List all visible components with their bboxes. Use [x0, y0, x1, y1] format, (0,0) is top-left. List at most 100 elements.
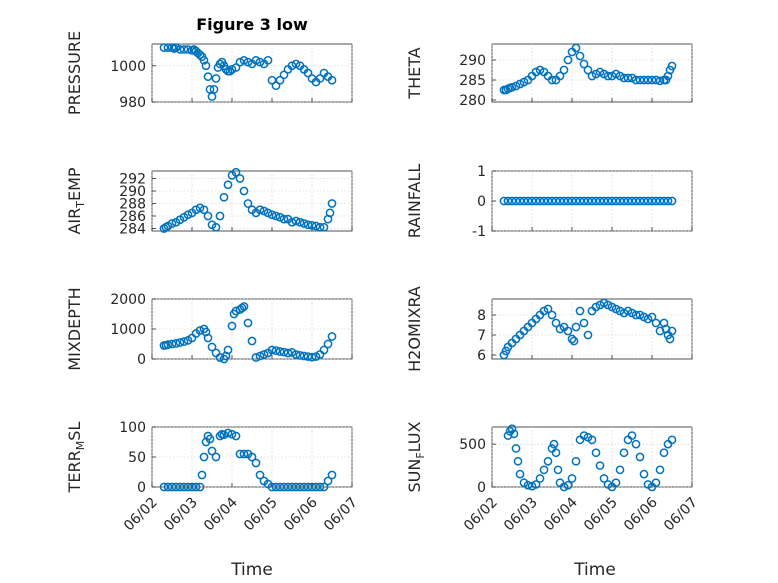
- data-point: [543, 304, 553, 314]
- data-point: [639, 469, 649, 479]
- data-point: [523, 480, 533, 490]
- subplot-6: 6 7 8 H2OMIXRA: [405, 286, 693, 372]
- y-axis-label: SUNFLUX: [405, 421, 427, 492]
- data-point: [271, 81, 281, 91]
- data-point: [167, 482, 177, 492]
- x-tick-label: 06/04: [541, 494, 581, 534]
- data-point: [663, 196, 673, 206]
- data-point: [583, 330, 593, 340]
- data-point: [205, 434, 215, 444]
- y-axis-label: MIXDEPTH: [65, 287, 84, 370]
- data-point: [615, 465, 625, 475]
- data-point: [499, 196, 509, 206]
- subplot-1: 980 1000 PRESSURE: [65, 31, 353, 115]
- data-point: [315, 222, 325, 232]
- data-point: [227, 321, 237, 331]
- data-point: [291, 482, 301, 492]
- data-point: [195, 326, 205, 335]
- data-point: [255, 57, 265, 67]
- data-point: [315, 482, 325, 492]
- data-point: [215, 211, 225, 221]
- data-point: [611, 478, 621, 488]
- data-point: [287, 217, 297, 227]
- data-point: [275, 347, 285, 356]
- data-point: [587, 435, 597, 445]
- x-tick-label: 06/04: [201, 494, 241, 534]
- data-point: [647, 312, 657, 322]
- x-tick-label: 06/06: [281, 494, 321, 534]
- y-tick-label: 0: [137, 480, 146, 496]
- data-point: [203, 211, 213, 221]
- data-point: [251, 458, 261, 468]
- data-point: [279, 347, 289, 357]
- data-point: [283, 348, 293, 358]
- data-point: [659, 448, 669, 458]
- data-point: [243, 318, 253, 328]
- data-point: [503, 196, 513, 206]
- data-point: [579, 196, 589, 206]
- data-point: [271, 346, 281, 355]
- data-point: [563, 326, 573, 336]
- data-point: [555, 196, 565, 206]
- data-point: [311, 221, 321, 231]
- y-axis-label: THETA: [405, 47, 424, 99]
- data-point: [163, 340, 173, 349]
- data-point: [667, 61, 677, 71]
- data-point: [163, 482, 173, 492]
- data-point: [595, 196, 605, 206]
- data-point: [223, 180, 233, 190]
- data-point: [319, 345, 329, 355]
- data-point: [635, 75, 645, 85]
- data-point: [187, 482, 197, 492]
- data-point: [223, 345, 233, 355]
- data-point: [511, 196, 521, 206]
- data-point: [239, 186, 249, 196]
- data-point: [197, 470, 207, 480]
- data-point: [279, 70, 289, 80]
- data-point: [227, 65, 237, 74]
- data-point: [515, 469, 525, 479]
- data-point: [251, 353, 261, 362]
- data-point: [215, 353, 225, 362]
- x-tick-label: 06/06: [621, 494, 661, 534]
- y-tick-label: 1000: [110, 322, 146, 338]
- x-tick-label: 06/02: [121, 495, 161, 535]
- data-point: [255, 205, 265, 215]
- data-point: [163, 43, 173, 52]
- data-point: [327, 332, 337, 341]
- data-point: [167, 339, 177, 349]
- data-point: [631, 196, 641, 206]
- subplot-4: -1 0 1 RAINFALL: [405, 164, 693, 240]
- data-point: [283, 482, 293, 492]
- data-point: [307, 482, 317, 492]
- data-point: [665, 334, 675, 344]
- y-axis-label: PRESSURE: [65, 31, 84, 115]
- data-point: [219, 430, 229, 440]
- y-tick-label: 8: [477, 308, 486, 324]
- subplot-2: 280 285 290 THETA: [405, 43, 693, 109]
- data-point: [203, 333, 213, 343]
- data-point: [199, 55, 209, 65]
- y-tick-label: 100: [119, 420, 146, 436]
- data-point: [667, 435, 677, 445]
- data-point: [655, 76, 665, 86]
- plot-area: [151, 298, 353, 360]
- data-point: [179, 45, 189, 54]
- data-point: [551, 196, 561, 206]
- y-tick-label: 1: [477, 164, 486, 180]
- data-point: [575, 51, 585, 61]
- data-point: [295, 217, 305, 227]
- data-point: [575, 306, 585, 316]
- subplot-7: 0 50 100 06/02 06/03 06/04 06/05 06/06 06/07 TERR…: [65, 420, 361, 534]
- y-tick-label: 285: [459, 73, 486, 89]
- data-point: [575, 196, 585, 206]
- data-point: [527, 481, 537, 491]
- y-axis-label: RAINFALL: [405, 164, 424, 239]
- data-point: [195, 50, 205, 60]
- data-point: [599, 474, 609, 483]
- data-point: [183, 45, 193, 54]
- data-point: [563, 196, 573, 206]
- data-point: [325, 208, 335, 218]
- data-point: [571, 456, 581, 466]
